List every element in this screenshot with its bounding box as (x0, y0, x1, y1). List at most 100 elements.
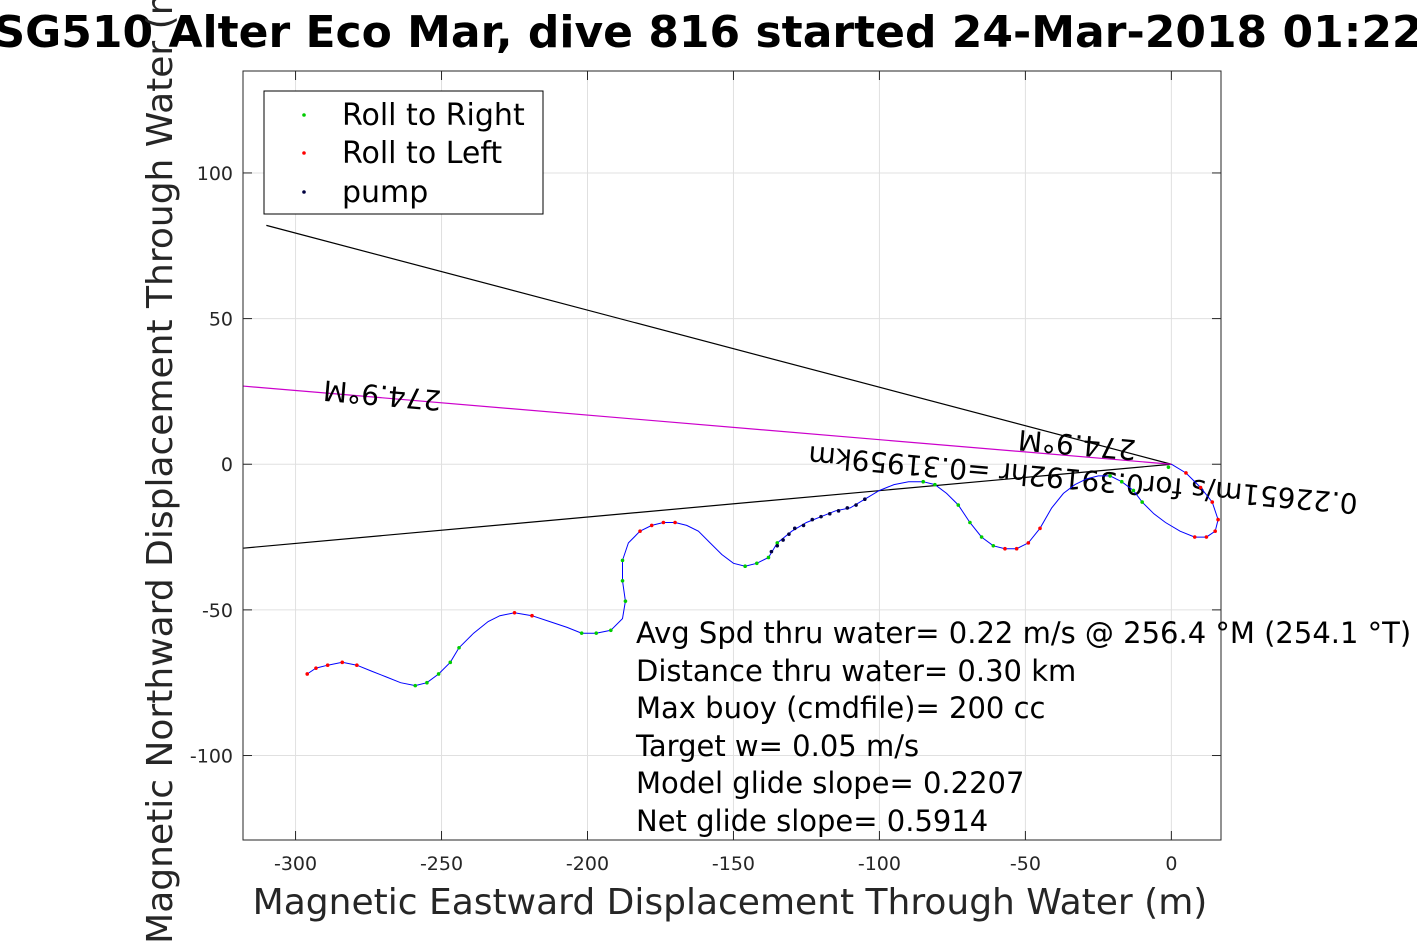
roll-left-point (649, 523, 654, 528)
legend-marker-roll-right (302, 113, 306, 117)
reference-line (243, 463, 1172, 549)
roll-left-point (1204, 535, 1209, 539)
roll-left-point (638, 529, 642, 534)
data-points (305, 465, 1220, 688)
legend: Roll to Right Roll to Left pump (263, 90, 544, 215)
annotation-max-buoy: Max buoy (cmdfile)= 200 cc (636, 691, 1045, 725)
roll-right-point (775, 541, 780, 545)
roll-right-point (743, 564, 747, 568)
roll-left-point (1198, 485, 1203, 490)
roll-right-point (620, 558, 625, 563)
reference-line (243, 385, 1172, 465)
reference-line (266, 224, 1172, 465)
roll-left-point (661, 520, 666, 525)
reference-lines (243, 224, 1172, 549)
roll-left-point (1216, 517, 1220, 522)
y-tick-label: -100 (190, 746, 233, 768)
annotation-net-glide: Net glide slope= 0.5914 (636, 804, 988, 838)
legend-label-roll-left: Roll to Left (342, 136, 502, 171)
roll-right-point (766, 555, 771, 560)
roll-right-point (1140, 500, 1144, 504)
roll-right-point (609, 628, 613, 633)
annotation-avg-speed: Avg Spd thru water= 0.22 m/s @ 256.4 °M … (636, 616, 1411, 650)
pump-point (801, 523, 806, 528)
x-tick-label: -250 (420, 853, 463, 875)
pump-point (810, 517, 815, 522)
roll-right-point (594, 631, 599, 635)
pump-point (854, 503, 858, 507)
roll-left-point (1038, 526, 1042, 531)
legend-label-pump: pump (342, 175, 428, 210)
roll-left-point (340, 660, 345, 665)
pump-point (819, 514, 823, 519)
roll-left-point (1003, 546, 1007, 551)
roll-right-point (579, 631, 584, 635)
roll-left-point (314, 666, 318, 670)
y-tick-label: -50 (202, 600, 233, 622)
roll-right-point (436, 672, 441, 676)
roll-left-point (1014, 546, 1019, 551)
pump-point (836, 509, 841, 513)
roll-left-point (512, 610, 517, 615)
roll-right-point (425, 680, 429, 685)
annotation-target-w: Target w= 0.05 m/s (635, 729, 919, 763)
pump-point (828, 511, 832, 516)
plot-frame (242, 70, 1222, 841)
legend-box (263, 90, 544, 215)
roll-right-point (991, 543, 996, 548)
roll-right-point (755, 561, 759, 566)
y-ticks: 100 50 0 -50 -100 (190, 163, 1221, 768)
roll-left-point (530, 613, 534, 618)
roll-left-point (1184, 471, 1188, 475)
roll-left-point (673, 520, 677, 525)
roll-right-point (623, 599, 628, 603)
x-tick-label: -200 (566, 853, 609, 875)
roll-right-point (1166, 465, 1171, 469)
y-tick-label: 100 (197, 163, 233, 185)
pump-point (845, 506, 850, 510)
x-ticks: -300 -250 -200 -150 -100 -50 0 (274, 71, 1177, 875)
x-tick-label: -100 (858, 853, 901, 875)
roll-right-point (979, 535, 984, 539)
roll-right-point (1119, 479, 1124, 484)
roll-left-point (355, 663, 359, 668)
roll-right-point (968, 520, 972, 525)
annotations: Avg Spd thru water= 0.22 m/s @ 256.4 °M … (635, 616, 1411, 838)
x-axis-label: Magnetic Eastward Displacement Through W… (253, 882, 1208, 923)
chart-title: SG510 Alter Eco Mar, dive 816 started 24… (0, 7, 1417, 58)
roll-right-point (620, 578, 625, 583)
roll-right-point (956, 503, 961, 507)
roll-left-point (305, 672, 310, 676)
x-tick-label: -50 (1010, 853, 1041, 875)
legend-marker-pump (302, 190, 306, 194)
roll-right-point (457, 645, 461, 650)
legend-marker-roll-left (302, 151, 306, 155)
pump-point (787, 532, 791, 536)
pump-point (769, 549, 774, 554)
pump-point (775, 543, 780, 548)
x-tick-label: -300 (274, 853, 317, 875)
annotation-model-glide: Model glide slope= 0.2207 (636, 766, 1024, 800)
x-tick-label: 0 (1165, 853, 1177, 875)
y-tick-label: 0 (221, 454, 233, 476)
roll-left-point (325, 663, 330, 668)
roll-right-point (413, 683, 418, 688)
roll-right-point (933, 482, 937, 487)
pump-point (863, 497, 867, 501)
annotation-distance: Distance thru water= 0.30 km (636, 654, 1076, 688)
pump-point (781, 538, 785, 542)
roll-right-point (1108, 474, 1112, 478)
x-tick-label: -150 (712, 853, 755, 875)
roll-right-point (1131, 488, 1136, 493)
roll-right-point (921, 479, 926, 484)
y-tick-label: 50 (209, 309, 233, 331)
roll-left-point (1192, 535, 1197, 539)
pump-point (792, 526, 797, 531)
roll-left-point (1026, 541, 1031, 545)
legend-label-roll-right: Roll to Right (342, 98, 525, 133)
roll-left-point (1213, 529, 1217, 534)
y-axis-label: Magnetic Northward Displacement Through … (140, 0, 181, 944)
roll-right-point (448, 660, 453, 665)
roll-left-point (1210, 500, 1215, 504)
